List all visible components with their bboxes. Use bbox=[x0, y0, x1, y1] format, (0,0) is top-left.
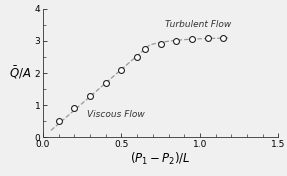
Point bbox=[205, 37, 210, 40]
Text: Turbulent Flow: Turbulent Flow bbox=[165, 20, 232, 29]
X-axis label: $(P_1 - P_2)/L$: $(P_1 - P_2)/L$ bbox=[130, 150, 191, 166]
Point bbox=[57, 120, 61, 123]
Point bbox=[143, 48, 147, 50]
Point bbox=[158, 43, 163, 46]
Point bbox=[174, 40, 179, 42]
Point bbox=[72, 107, 77, 110]
Point bbox=[104, 81, 108, 84]
Text: Viscous Flow: Viscous Flow bbox=[87, 110, 145, 119]
Point bbox=[221, 36, 226, 39]
Y-axis label: $\bar{Q}/A$: $\bar{Q}/A$ bbox=[9, 65, 32, 81]
Point bbox=[135, 56, 139, 58]
Point bbox=[119, 68, 124, 71]
Point bbox=[88, 94, 92, 97]
Point bbox=[190, 38, 194, 41]
